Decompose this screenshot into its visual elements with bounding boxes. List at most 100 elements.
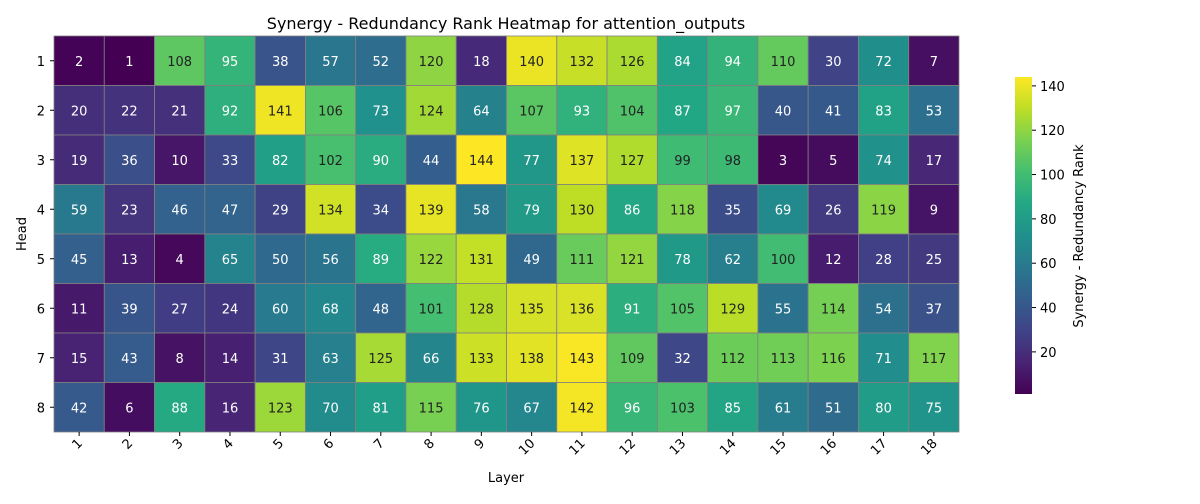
cell-value-label: 77 [523,154,540,169]
heatmap-cell [506,184,558,235]
heatmap-cell [807,332,859,383]
heatmap-cell [606,233,658,284]
heatmap-cell [405,283,457,334]
x-tick-label: 1 [70,436,86,452]
heatmap-cell [506,233,558,284]
x-tick-label: 13 [667,436,689,458]
heatmap-cell [707,332,759,383]
cell-value-label: 3 [779,154,787,169]
cell-value-label: 70 [322,401,339,416]
cell-value-label: 31 [272,352,289,367]
cell-value-label: 10 [171,154,188,169]
cell-value-label: 20 [71,104,88,119]
cell-value-label: 67 [523,401,540,416]
cell-value-label: 136 [570,302,595,317]
cell-value-label: 122 [419,253,444,268]
cell-value-label: 133 [469,352,494,367]
heatmap-cell [757,184,809,235]
cell-value-label: 134 [318,203,343,218]
x-tick-label: 9 [472,436,488,452]
colorbar-tick-label: 20 [1040,346,1057,361]
heatmap-cell [455,382,507,433]
cell-value-label: 111 [570,253,595,268]
heatmap-cell [204,283,256,334]
heatmap-cell [154,35,206,86]
cell-value-label: 2 [75,55,83,70]
cell-value-label: 32 [674,352,691,367]
heatmap-cell [154,85,206,136]
cell-value-label: 108 [167,55,192,70]
cell-value-label: 141 [268,104,293,119]
colorbar-tick-label: 100 [1040,169,1065,184]
cell-value-label: 118 [670,203,695,218]
cell-value-label: 49 [523,253,540,268]
cell-value-label: 26 [825,203,842,218]
cell-value-label: 66 [423,352,440,367]
cell-value-label: 144 [469,154,494,169]
heatmap-cell [405,382,457,433]
y-tick-label: 5 [37,253,45,268]
heatmap-cell [556,134,608,185]
cell-value-label: 39 [121,302,138,317]
colorbar-gradient [1015,77,1032,394]
cell-value-label: 34 [373,203,390,218]
cell-value-label: 126 [620,55,645,70]
y-tick-label: 2 [37,104,45,119]
cell-value-label: 113 [771,352,796,367]
cell-value-label: 127 [620,154,645,169]
cell-value-label: 52 [373,55,390,70]
heatmap-cell [707,283,759,334]
cell-value-label: 107 [519,104,544,119]
cell-value-label: 104 [620,104,645,119]
cell-value-label: 23 [121,203,138,218]
colorbar-tick-label: 60 [1040,257,1057,272]
x-tick-label: 7 [371,436,387,452]
colorbar: 20 40 60 80 100 120 140 Synergy - Redundancy R… [1015,77,1087,394]
y-tick-label: 1 [37,55,45,70]
cell-value-label: 115 [419,401,444,416]
heatmap-cell [757,233,809,284]
cell-value-label: 109 [620,352,645,367]
x-tick-label: 16 [818,436,840,458]
heatmap-cell [807,35,859,86]
cell-value-label: 53 [926,104,943,119]
cell-value-label: 51 [825,401,842,416]
cell-value-label: 97 [724,104,741,119]
cell-value-label: 125 [368,352,393,367]
cell-value-label: 57 [322,55,339,70]
heatmap-cell [103,233,155,284]
cell-value-label: 110 [771,55,796,70]
heatmap-cell [455,134,507,185]
cell-value-label: 48 [373,302,390,317]
heatmap-cell [405,35,457,86]
cell-value-label: 11 [71,302,88,317]
cell-value-label: 29 [272,203,289,218]
cell-value-label: 72 [875,55,892,70]
cell-value-label: 24 [222,302,239,317]
cell-value-label: 61 [775,401,792,416]
cell-value-label: 114 [821,302,846,317]
heatmap-cell [908,134,960,185]
heatmap-cell [254,85,306,136]
cell-value-label: 22 [121,104,138,119]
cell-value-label: 105 [670,302,695,317]
cell-value-label: 17 [926,154,943,169]
colorbar-tick-label: 80 [1040,213,1057,228]
cell-value-label: 85 [724,401,741,416]
cell-value-label: 92 [222,104,239,119]
heatmap-cell [304,134,357,185]
cell-value-label: 43 [121,352,138,367]
cell-value-label: 36 [121,154,138,169]
heatmap-cell [506,283,558,334]
cell-value-label: 106 [318,104,343,119]
cell-value-label: 25 [926,253,943,268]
x-tick-label: 2 [120,436,136,452]
cell-value-label: 90 [373,154,390,169]
cell-value-label: 100 [771,253,796,268]
heatmap-cell [154,134,206,185]
heatmap-cell [254,233,306,284]
heatmap-cell [405,332,457,383]
heatmap-cell [455,85,507,136]
cell-value-label: 44 [423,154,440,169]
